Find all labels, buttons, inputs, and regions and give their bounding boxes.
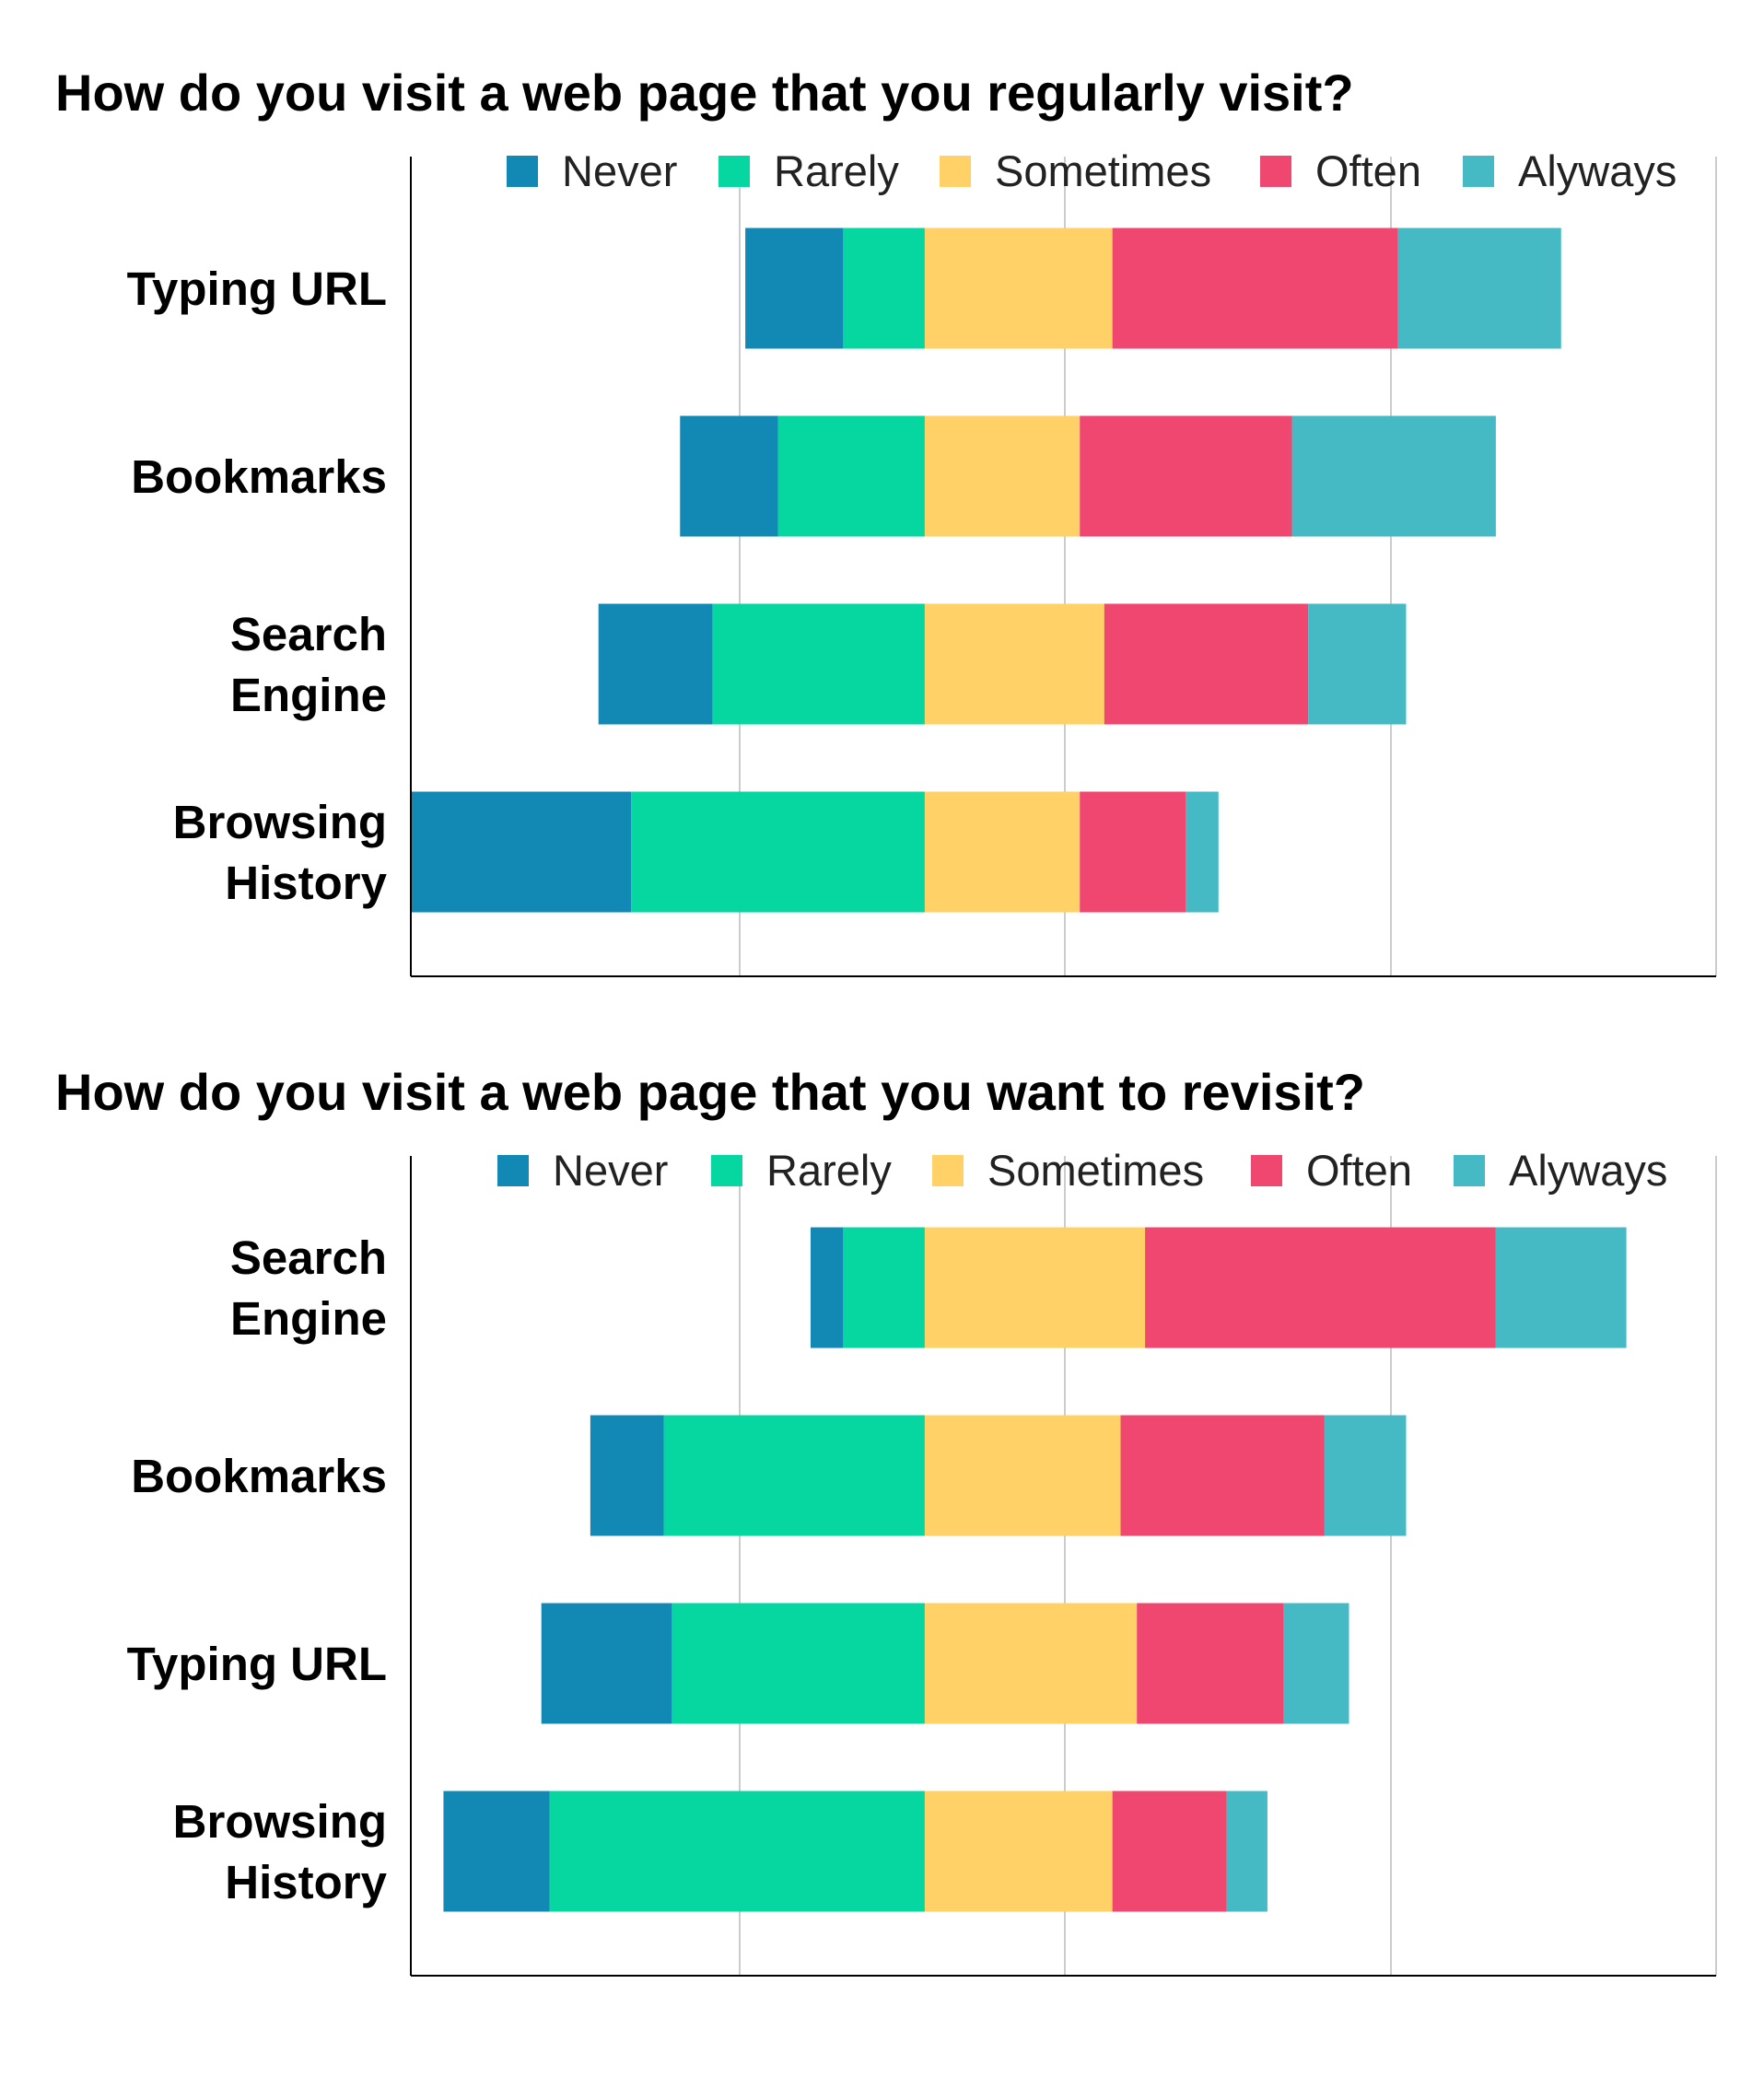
- legend-label-often: Often: [1315, 146, 1421, 195]
- category-label: History: [225, 1856, 387, 1908]
- bar-alyways-typing-url: [1283, 1603, 1349, 1724]
- bar-rarely-browsing-history: [631, 791, 925, 913]
- bar-alyways-typing-url: [1397, 228, 1561, 349]
- legend-swatch-sometimes: [940, 156, 971, 187]
- bar-never-typing-url: [541, 1603, 672, 1724]
- category-label: Browsing: [173, 1795, 387, 1848]
- bar-often-typing-url: [1112, 228, 1398, 349]
- bar-sometimes-browsing-history: [924, 791, 1081, 913]
- bar-never-bookmarks: [590, 1415, 664, 1536]
- bar-sometimes-browsing-history: [924, 1791, 1113, 1912]
- category-label: Bookmarks: [131, 450, 387, 503]
- bar-often-browsing-history: [1080, 791, 1186, 913]
- category-label: Search: [230, 1231, 387, 1284]
- legend-label-never: Never: [553, 1146, 668, 1195]
- bar-often-browsing-history: [1112, 1791, 1227, 1912]
- bar-never-search-engine: [598, 603, 713, 725]
- legend-swatch-never: [497, 1155, 529, 1186]
- category-label: Typing URL: [127, 1638, 387, 1690]
- category-label: Bookmarks: [131, 1450, 387, 1502]
- bar-often-bookmarks: [1080, 415, 1292, 537]
- bar-rarely-typing-url: [672, 1603, 925, 1724]
- bar-sometimes-search-engine: [924, 1227, 1146, 1348]
- bar-alyways-bookmarks: [1291, 415, 1496, 537]
- bar-sometimes-bookmarks: [924, 415, 1081, 537]
- category-label: History: [225, 857, 387, 909]
- bar-rarely-bookmarks: [663, 1415, 925, 1536]
- chart-title: How do you visit a web page that you wan…: [55, 1063, 1365, 1121]
- bar-often-typing-url: [1137, 1603, 1284, 1724]
- category-label: Browsing: [173, 796, 387, 848]
- chart-regularly-visit: How do you visit a web page that you reg…: [0, 0, 1764, 999]
- bar-sometimes-bookmarks: [924, 1415, 1121, 1536]
- chart-title: How do you visit a web page that you reg…: [55, 64, 1354, 122]
- bar-often-search-engine: [1104, 603, 1309, 725]
- bar-sometimes-search-engine: [924, 603, 1104, 725]
- category-label: Typing URL: [127, 263, 387, 315]
- legend-label-often: Often: [1306, 1146, 1412, 1195]
- legend-label-rarely: Rarely: [774, 146, 899, 195]
- bar-never-browsing-history: [411, 791, 632, 913]
- legend-swatch-often: [1260, 156, 1291, 187]
- bar-often-search-engine: [1145, 1227, 1496, 1348]
- category-label: Search: [230, 608, 387, 660]
- bar-never-search-engine: [810, 1227, 844, 1348]
- legend-swatch-alyways: [1463, 156, 1494, 187]
- legend-label-alyways: Alyways: [1509, 1146, 1667, 1195]
- legend-swatch-alyways: [1454, 1155, 1485, 1186]
- category-label: Engine: [230, 1292, 387, 1345]
- legend-swatch-rarely: [711, 1155, 742, 1186]
- legend-label-rarely: Rarely: [766, 1146, 892, 1195]
- bar-rarely-search-engine: [843, 1227, 925, 1348]
- bar-alyways-search-engine: [1308, 603, 1407, 725]
- bar-alyways-search-engine: [1495, 1227, 1627, 1348]
- bar-often-bookmarks: [1120, 1415, 1325, 1536]
- bar-never-typing-url: [745, 228, 844, 349]
- legend-swatch-sometimes: [932, 1155, 964, 1186]
- bar-never-bookmarks: [680, 415, 778, 537]
- bar-rarely-search-engine: [712, 603, 925, 725]
- bar-alyways-browsing-history: [1186, 791, 1219, 913]
- chart-want-to-revisit: How do you visit a web page that you wan…: [0, 999, 1764, 2077]
- legend-label-never: Never: [562, 146, 677, 195]
- chart-plot-regularly-visit: Typing URL Bookmarks Search Engine Browsing H…: [127, 146, 1717, 977]
- bar-rarely-browsing-history: [549, 1791, 925, 1912]
- category-label: Engine: [230, 669, 387, 721]
- legend-swatch-often: [1251, 1155, 1282, 1186]
- legend-swatch-never: [507, 156, 538, 187]
- bar-rarely-typing-url: [843, 228, 925, 349]
- bar-sometimes-typing-url: [924, 228, 1113, 349]
- chart-plot-want-to-revisit: Search Engine Bookmarks Typing URL Browsing H…: [127, 1146, 1717, 1977]
- legend-label-sometimes: Sometimes: [987, 1146, 1204, 1195]
- legend-label-sometimes: Sometimes: [995, 146, 1211, 195]
- bar-alyways-bookmarks: [1324, 1415, 1407, 1536]
- bar-rarely-bookmarks: [777, 415, 925, 537]
- legend-label-alyways: Alyways: [1518, 146, 1676, 195]
- bar-sometimes-typing-url: [924, 1603, 1138, 1724]
- bar-never-browsing-history: [443, 1791, 550, 1912]
- bar-alyways-browsing-history: [1226, 1791, 1268, 1912]
- legend-swatch-rarely: [718, 156, 750, 187]
